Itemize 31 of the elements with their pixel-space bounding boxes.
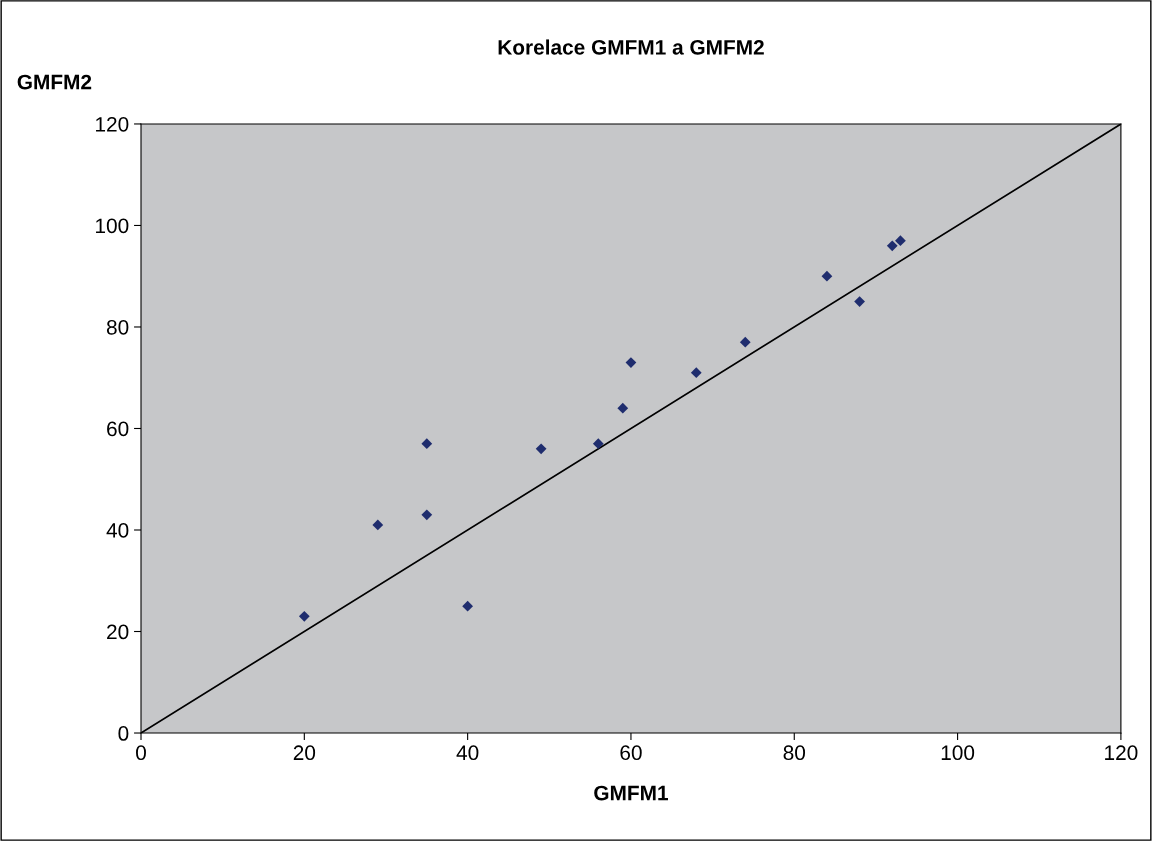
y-tick-label: 120: [96, 116, 129, 132]
y-tick-label: 100: [96, 218, 129, 234]
point: [690, 367, 702, 379]
y-tick-label: 0: [118, 726, 129, 741]
point: [298, 610, 310, 622]
point: [739, 336, 751, 348]
y-tick-label: 80: [106, 319, 129, 335]
point: [886, 240, 898, 252]
point: [854, 296, 865, 307]
point: [421, 438, 433, 450]
x-tick-label: 0: [136, 745, 146, 761]
y-tick-label: 20: [107, 624, 129, 640]
x-tick-label: 80: [783, 745, 806, 761]
y-tick-label: 60: [107, 421, 129, 437]
x-axis-title: GMFM1: [594, 785, 668, 801]
point: [462, 600, 474, 612]
point: [617, 402, 629, 414]
point: [372, 519, 384, 531]
point: [895, 235, 906, 247]
x-tick-label: 60: [620, 745, 642, 761]
point: [821, 270, 833, 282]
x-tick-label: 20: [293, 745, 316, 761]
chart-title: Korelace GMFM1 a GMFM2: [498, 39, 764, 55]
point: [421, 509, 433, 521]
x-tick-label: 40: [456, 745, 479, 761]
y-axis-title: GMFM2: [17, 74, 92, 90]
point: [592, 438, 604, 450]
x-tick-label: 120: [1105, 745, 1138, 761]
point: [535, 443, 547, 455]
x-tick-label: 100: [941, 745, 975, 761]
y-tick-label: 40: [106, 523, 129, 538]
